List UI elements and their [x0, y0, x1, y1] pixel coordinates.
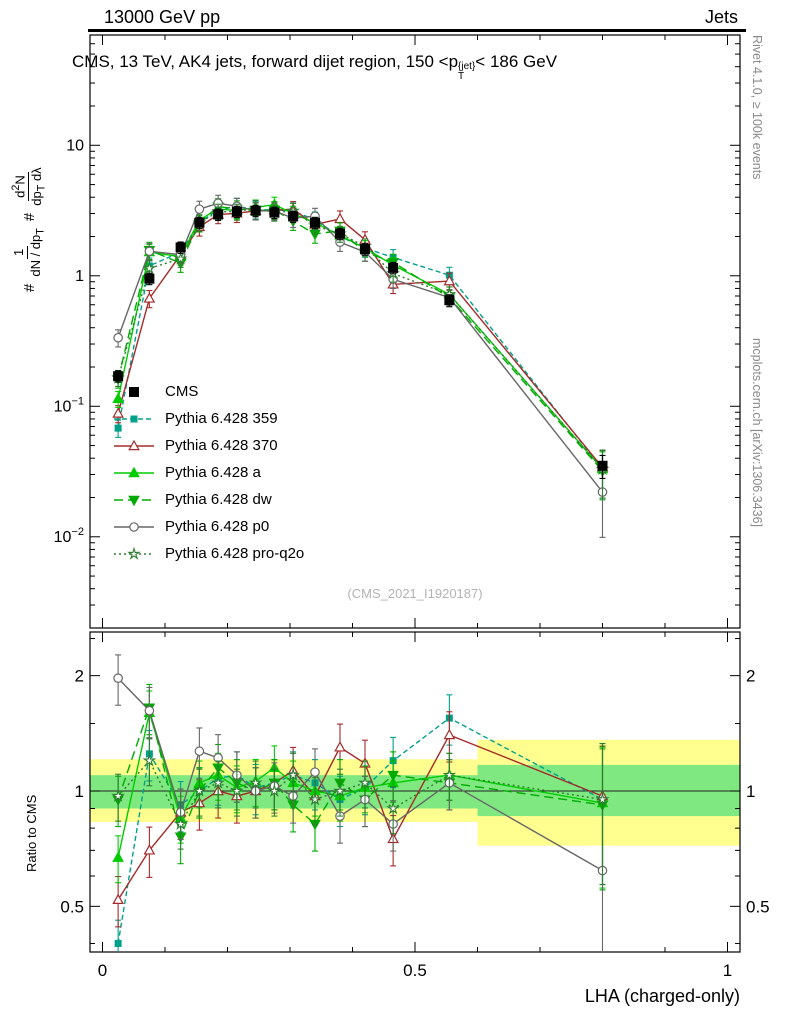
rivet-version-label: Rivet 4.1.0, ≥ 100k events [750, 35, 764, 180]
svg-text:0.5: 0.5 [746, 897, 770, 916]
legend-label: Pythia 6.428 dw [165, 491, 272, 508]
svg-text:10−2: 10−2 [54, 526, 84, 546]
x-axis-title: LHA (charged-only) [584, 986, 740, 1006]
legend-label: CMS [165, 383, 199, 400]
legend-item: Pythia 6.428 pro-q2o [112, 540, 304, 567]
legend-marker-pythia-6-428-pro-q2o [114, 546, 154, 560]
legend-marker-pythia-6-428-370 [114, 439, 154, 450]
analysis-group-label: Jets [704, 7, 738, 27]
legend: CMS Pythia 6.428 359 Pythia 6.428 370 Pythi… [112, 378, 304, 567]
legend-label: Pythia 6.428 a [165, 464, 261, 481]
ylabel-fraction-2: d2N dpT dλ [10, 167, 48, 206]
legend-label: Pythia 6.428 370 [165, 437, 278, 454]
legend-item: Pythia 6.428 p0 [112, 513, 304, 540]
plot-title: CMS, 13 TeV, AK4 jets, forward dijet reg… [72, 52, 558, 82]
legend-label: Pythia 6.428 359 [165, 410, 278, 427]
svg-text:0.5: 0.5 [60, 897, 84, 916]
svg-text:10−1: 10−1 [54, 395, 84, 415]
mcplots-credit-label: mcplots.cern.ch [arXiv:1306.3436] [750, 338, 764, 527]
beam-energy-label: 13000 GeV pp [104, 7, 221, 27]
legend-label: Pythia 6.428 p0 [165, 518, 270, 535]
legend-marker-pythia-6-428-359 [114, 415, 154, 422]
legend-item: CMS [112, 378, 304, 405]
svg-text:0: 0 [98, 961, 107, 980]
svg-text:1: 1 [723, 961, 732, 980]
y-axis-label: # 1 dN / dpT # d2N dpT dλ [10, 167, 48, 292]
pt-jet-stack: {jet} T [458, 61, 476, 82]
legend-marker-pythia-6-428-dw [114, 495, 154, 506]
svg-text:0.5: 0.5 [403, 961, 427, 980]
legend-marker-pythia-6-428-a [114, 466, 154, 477]
svg-text:1: 1 [75, 782, 84, 801]
ratio-axis-label: Ratio to CMS [24, 794, 39, 872]
legend-label: Pythia 6.428 pro-q2o [165, 545, 305, 562]
legend-marker-pythia-6-428-p0 [114, 521, 154, 532]
svg-text:1: 1 [746, 782, 755, 801]
watermark: (CMS_2021_I1920187) [347, 586, 483, 601]
svg-text:2: 2 [746, 667, 755, 686]
legend-marker-cms [129, 386, 139, 397]
legend-item: Pythia 6.428 359 [112, 405, 304, 432]
ylabel-fraction-1: 1 dN / dpT [11, 228, 47, 277]
legend-item: Pythia 6.428 dw [112, 486, 304, 513]
legend-item: Pythia 6.428 a [112, 459, 304, 486]
header-rule [88, 29, 746, 32]
svg-text:2: 2 [75, 667, 84, 686]
svg-text:1: 1 [75, 268, 84, 285]
legend-item: Pythia 6.428 370 [112, 432, 304, 459]
svg-text:10: 10 [66, 137, 84, 154]
